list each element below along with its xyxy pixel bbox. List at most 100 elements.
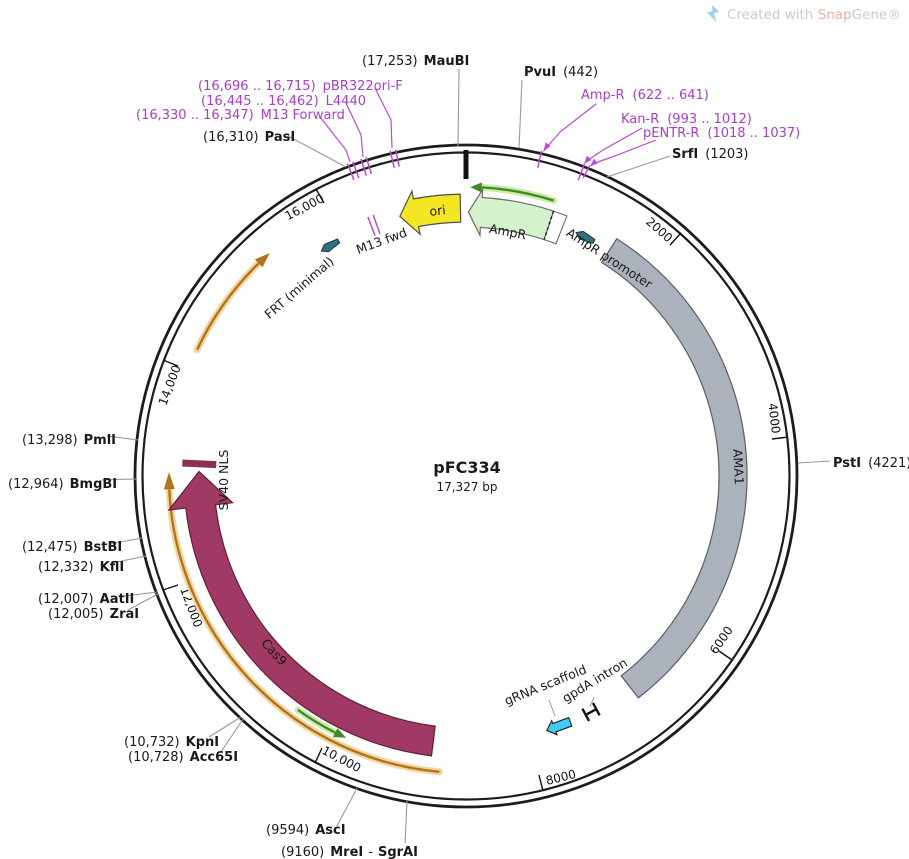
snapgene-credit-text: Created with SnapGene® [727, 7, 901, 23]
orange-arrow-upper[interactable] [193, 253, 270, 354]
primer-leader-lines [319, 87, 657, 164]
feature-ampr-arrow[interactable] [467, 187, 555, 241]
pbr322orif-ring-tick-1 [389, 150, 395, 168]
feature-m13fwd-label[interactable]: M13 fwd [354, 225, 409, 257]
orf-arrow-bottom-head [332, 728, 346, 738]
pentrr-leader [594, 139, 657, 164]
grna-leader-line [548, 699, 556, 717]
l4440-leader [345, 102, 364, 158]
site-pmli[interactable]: (13,298) PmlI [22, 433, 116, 448]
primer-pentrr[interactable]: pENTR-R (1018 .. 1037) [643, 126, 800, 141]
feature-ama1-arc[interactable] [600, 237, 748, 699]
feature-ori-label[interactable]: ori [429, 202, 447, 219]
acc65i-leader [220, 718, 244, 753]
feature-ori-arrow[interactable] [399, 189, 462, 236]
site-mrei-pos: (9160) [281, 845, 324, 859]
primer-ampr[interactable]: Amp-R (622 .. 641) [581, 88, 709, 103]
feature-ama1-label[interactable]: AMA1 [730, 449, 747, 486]
site-leader-lines [101, 68, 831, 844]
site-labels: (17,253) MauBI PvuI (442) SrfI (1203) PstI (… [8, 54, 909, 859]
tick-6000 [718, 650, 733, 661]
site-bmgbi-pos: (12,964) [8, 477, 64, 492]
maubi-leader [457, 68, 460, 147]
feature-ampr-promoter-marker[interactable] [574, 229, 596, 245]
bstbi-leader [109, 537, 143, 545]
site-srfi[interactable]: SrfI (1203) [672, 147, 749, 162]
gpda-leader-line [589, 696, 595, 708]
primer-l4440-name: L4440 [326, 94, 366, 109]
l4440-ring-tick-2 [365, 156, 373, 175]
site-asci-name: AscI [315, 823, 345, 838]
site-pasi[interactable]: (16,310) PasI [203, 130, 295, 145]
site-srfi-pos: (1203) [705, 147, 748, 162]
site-kpni[interactable]: (10,732) KpnI [124, 735, 219, 750]
feature-sv40-nls-marker[interactable] [182, 459, 217, 469]
site-psti-name: PstI [833, 456, 861, 471]
primer-kanr-name: Kan-R [621, 112, 659, 127]
aatii-leader [123, 591, 158, 597]
feature-frt-marker[interactable] [319, 237, 341, 254]
primer-m13forward[interactable]: (16,330 .. 16,347) M13 Forward [136, 108, 345, 123]
site-pvui[interactable]: PvuI (442) [524, 65, 598, 80]
feature-cas9-arrow[interactable] [167, 470, 436, 757]
site-bmgbi-name: BmgBI [70, 477, 118, 492]
site-acc65i[interactable]: (10,728) Acc65I [128, 750, 238, 765]
site-aatii[interactable]: (12,007) AatII [38, 592, 134, 607]
feature-ampr-label[interactable]: AmpR [488, 221, 528, 243]
ampr-primer-ring-tick [536, 150, 543, 168]
site-sgrai-name: SgrAI [378, 845, 418, 859]
orf-arrow-top-core [481, 186, 555, 202]
orange-arrow-lower[interactable] [163, 472, 443, 776]
feature-gpda-intron-marker[interactable] [581, 702, 601, 722]
site-maubi[interactable]: (17,253) MauBI [362, 54, 469, 69]
kanr-arrowhead [584, 155, 592, 164]
primer-pentrr-name: pENTR-R [643, 126, 699, 141]
kanr-ring-tick [577, 163, 586, 181]
site-kfli[interactable]: (12,332) KflI [38, 560, 124, 575]
feature-grna-scaffold-arrow[interactable] [544, 715, 573, 738]
site-kpni-name: KpnI [186, 735, 219, 750]
primer-pbr322orif[interactable]: (16,696 .. 16,715) pBR322ori-F [198, 79, 403, 94]
tick-16000 [315, 188, 325, 204]
plasmid-size: 17,327 bp [436, 480, 497, 494]
plasmid-backbone [133, 143, 799, 809]
site-psti[interactable]: PstI (4221) [833, 456, 909, 471]
site-pvui-name: PvuI [524, 65, 556, 80]
m13fwd-tick-2 [372, 214, 381, 235]
pmli-leader [106, 435, 139, 441]
primer-kanr[interactable]: Kan-R (993 .. 1012) [621, 112, 752, 127]
site-zrai-pos: (12,005) [48, 607, 104, 622]
site-bstbi[interactable]: (12,475) BstBI [22, 540, 122, 555]
site-bmgbi[interactable]: (12,964) BmgBI [8, 477, 117, 492]
site-pmli-name: PmlI [84, 433, 116, 448]
feature-m13fwd-ticks[interactable] [367, 214, 381, 236]
primer-labels: (16,696 .. 16,715) pBR322ori-F (16,445 ..… [136, 79, 800, 141]
m13fwd-tick-1 [367, 216, 376, 236]
pvui-leader [518, 79, 523, 149]
primer-m13forward-name: M13 Forward [261, 108, 345, 123]
orf-arrow-bottom[interactable] [294, 706, 346, 738]
feature-sv40-nls-label[interactable]: SV40 NLS [216, 450, 231, 511]
site-srfi-name: SrfI [672, 147, 698, 162]
srfi-leader [606, 155, 671, 178]
tick-14000 [162, 359, 179, 367]
gpda-crossbar [585, 708, 597, 716]
pentrr-ring-tick [582, 165, 591, 179]
l4440-ring-tick-1 [360, 158, 368, 176]
site-zrai[interactable]: (12,005) ZraI [48, 607, 139, 622]
site-asci[interactable]: (9594) AscI [266, 823, 346, 838]
scale-ticks [162, 188, 789, 792]
site-pasi-name: PasI [265, 130, 296, 145]
site-mrei-sgrai[interactable]: (9160) MreI - SgrAI [281, 845, 418, 859]
primer-l4440[interactable]: (16,445 .. 16,462) L4440 [201, 94, 366, 109]
m13forward-leader [319, 116, 351, 163]
kfli-leader [116, 555, 147, 563]
snapgene-logo-icon [707, 5, 720, 23]
orange-arrow-upper-head [254, 253, 270, 268]
orf-arrow-top[interactable] [470, 182, 558, 205]
feature-frt-label[interactable]: FRT (minimal) [261, 254, 336, 322]
pbr322orif-ring-tick-2 [394, 149, 400, 167]
orange-arrow-upper-core [196, 262, 260, 351]
orange-arrow-lower-core [168, 489, 440, 773]
